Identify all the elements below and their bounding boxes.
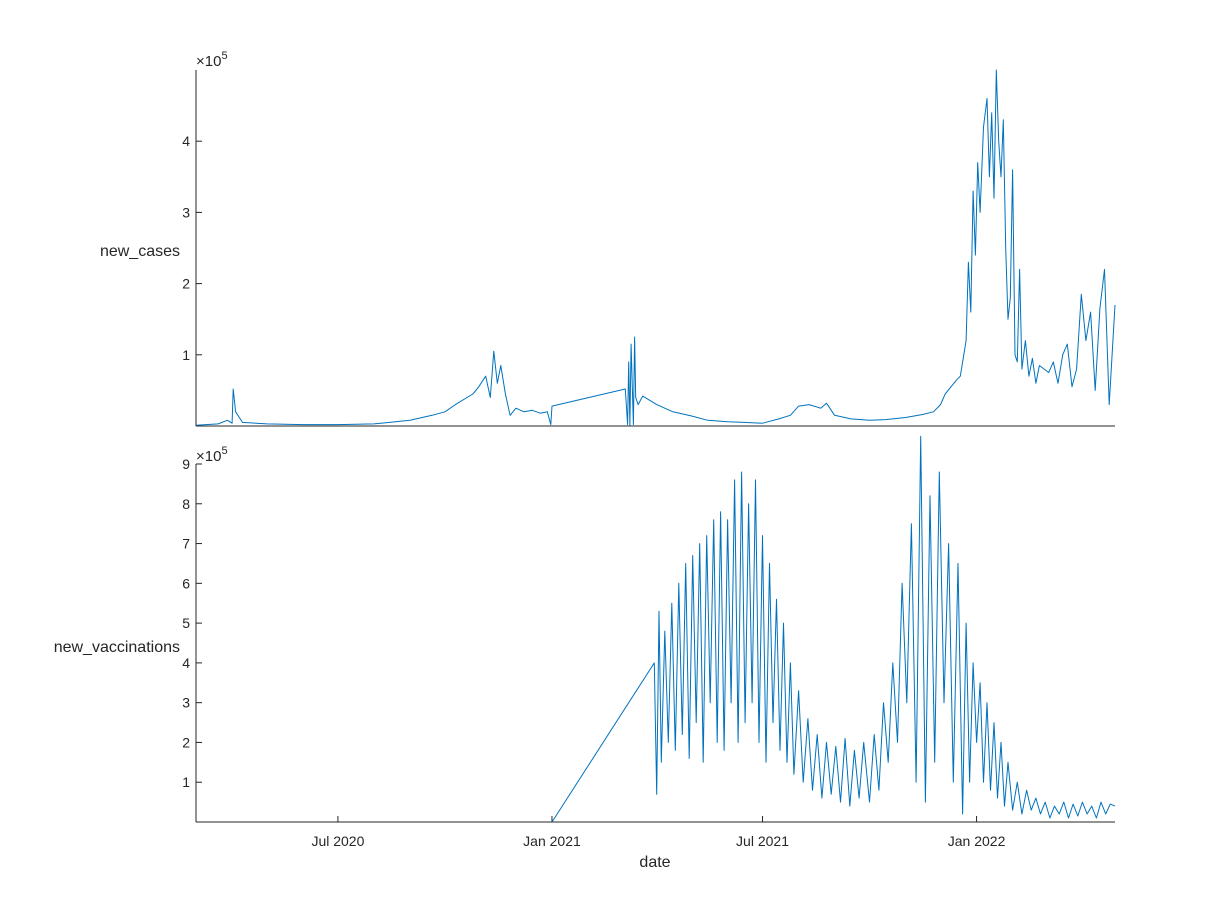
y-tick-label: 4 xyxy=(182,655,190,671)
ylabel-new-cases: new_cases xyxy=(100,243,180,260)
y-tick-label: 2 xyxy=(182,734,190,750)
axes-new-cases: ×105 new_cases 1 2 3 4 xyxy=(100,50,1116,427)
x-tick-label: Jul 2020 xyxy=(311,833,364,849)
x-tick-label: Jan 2022 xyxy=(948,833,1006,849)
y-tick-label: 6 xyxy=(182,575,190,591)
y-tick-label: 1 xyxy=(182,347,190,363)
y-tick-label: 1 xyxy=(182,774,190,790)
x-tick-label: Jul 2021 xyxy=(736,833,789,849)
y-tick-label: 5 xyxy=(182,615,190,631)
y-tick-label: 4 xyxy=(182,133,190,149)
y-tick-label: 9 xyxy=(182,456,190,472)
series-line-new-vaccinations xyxy=(551,435,1116,823)
y-tick-label: 3 xyxy=(182,204,190,220)
exponent-label-vaccinations: ×105 xyxy=(196,445,228,465)
y-tick-label: 8 xyxy=(182,496,190,512)
exponent-label-cases: ×105 xyxy=(196,50,228,70)
series-line-new-cases xyxy=(195,69,1116,426)
axes-new-vaccinations: ×105 new_vaccinations date 1 2 3 4 5 6 7 8 9 Jul … xyxy=(54,435,1116,871)
ylabel-new-vaccinations: new_vaccinations xyxy=(54,639,180,656)
x-tick-label: Jan 2021 xyxy=(523,833,581,849)
y-tick-label: 3 xyxy=(182,695,190,711)
xlabel-date: date xyxy=(639,854,670,871)
y-tick-label: 7 xyxy=(182,536,190,552)
y-tick-label: 2 xyxy=(182,276,190,292)
